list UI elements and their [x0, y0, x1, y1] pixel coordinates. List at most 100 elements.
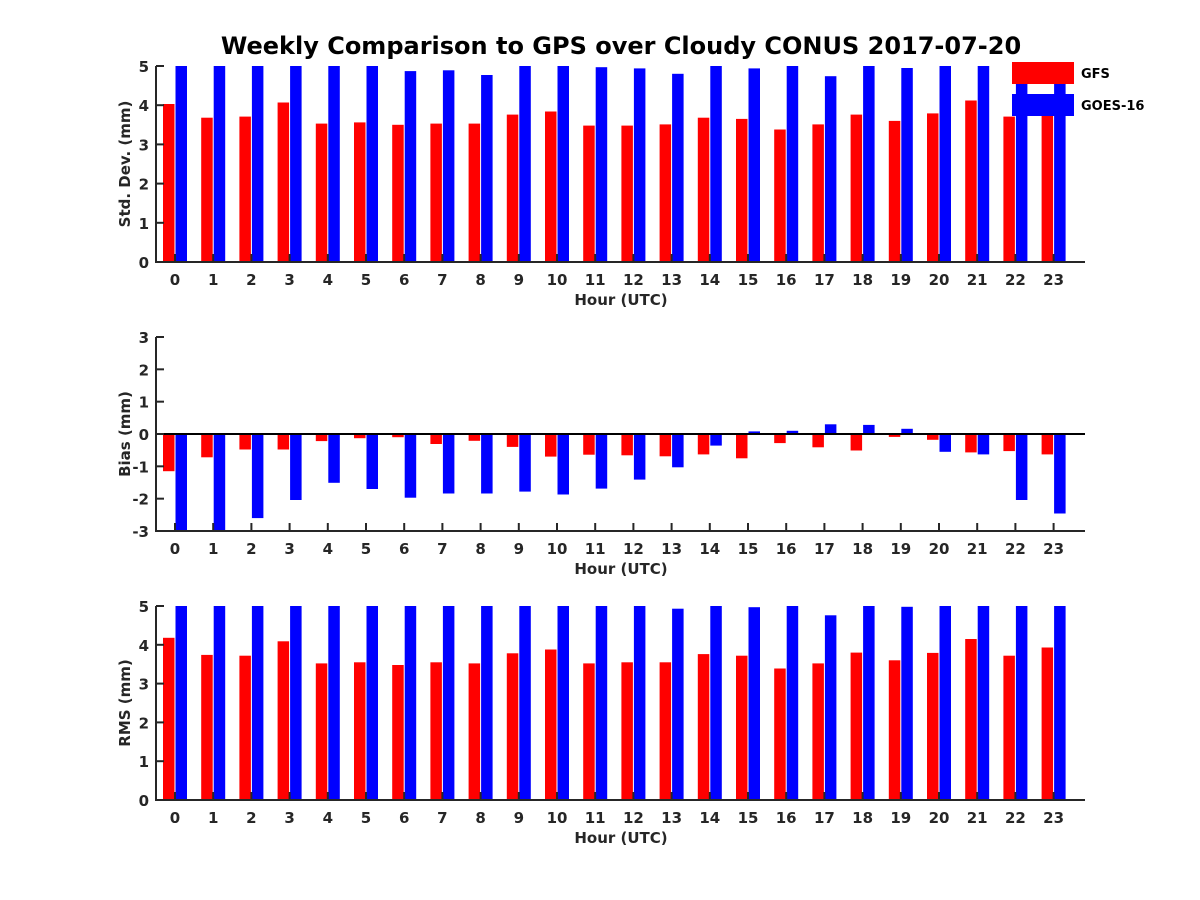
bar-goes-16-hour-15 [748, 68, 760, 263]
bar-goes-16-hour-10 [557, 434, 569, 495]
bar-goes-16-hour-9 [519, 434, 531, 492]
legend-label: GOES-16 [1081, 99, 1144, 114]
bar-gfs-hour-22 [1003, 655, 1015, 800]
x-tick-label: 17 [814, 540, 835, 558]
bar-gfs-hour-0 [163, 637, 175, 800]
bar-goes-16-hour-9 [519, 66, 531, 262]
bar-gfs-hour-17 [812, 663, 824, 800]
bar-gfs-hour-1 [201, 117, 213, 262]
legend-swatch-gfs [1012, 62, 1074, 84]
bar-goes-16-hour-8 [481, 606, 493, 800]
x-tick-label: 5 [361, 809, 371, 827]
bar-goes-16-hour-17 [824, 615, 837, 800]
bar-gfs-hour-17 [812, 124, 824, 263]
bar-gfs-hour-2 [239, 434, 251, 450]
bar-goes-16-hour-13 [672, 73, 684, 262]
bar-goes-16-hour-20 [939, 606, 951, 800]
x-tick-label: 1 [208, 540, 218, 558]
x-tick-label: 4 [323, 809, 333, 827]
bar-gfs-hour-4 [315, 663, 328, 800]
bar-goes-16-hour-1 [213, 66, 226, 262]
bar-gfs-hour-5 [354, 434, 366, 439]
x-tick-label: 6 [399, 809, 409, 827]
bar-goes-16-hour-12 [633, 68, 646, 263]
bar-gfs-hour-16 [774, 668, 786, 800]
bar-goes-16-hour-20 [939, 434, 951, 452]
y-tick-label: 0 [139, 254, 149, 272]
bar-gfs-hour-20 [927, 113, 939, 263]
bar-gfs-hour-10 [545, 111, 557, 262]
bar-goes-16-hour-13 [672, 434, 684, 468]
bar-gfs-hour-14 [697, 654, 710, 800]
bar-gfs-hour-0 [163, 434, 175, 472]
x-tick-label: 0 [170, 540, 180, 558]
bar-gfs-hour-3 [277, 102, 290, 262]
x-tick-label: 19 [890, 809, 911, 827]
bar-goes-16-hour-13 [672, 608, 684, 800]
x-tick-label: 14 [699, 809, 720, 827]
x-tick-label: 21 [967, 540, 988, 558]
x-tick-label: 18 [852, 271, 873, 289]
bar-goes-16-hour-0 [175, 434, 187, 531]
x-tick-label: 16 [776, 540, 797, 558]
bar-gfs-hour-7 [430, 662, 442, 800]
bar-gfs-hour-21 [965, 100, 977, 262]
x-axis-label: Hour (UTC) [574, 560, 667, 578]
bar-goes-16-hour-7 [442, 606, 455, 800]
bar-goes-16-hour-23 [1054, 434, 1066, 514]
bar-goes-16-hour-23 [1054, 606, 1066, 800]
bar-gfs-hour-13 [659, 124, 672, 263]
y-tick-label: 3 [139, 329, 149, 347]
y-tick-label: 1 [139, 394, 149, 412]
x-tick-label: 8 [475, 809, 485, 827]
bar-goes-16-hour-6 [404, 71, 417, 262]
bar-goes-16-hour-18 [863, 606, 875, 800]
bar-gfs-hour-17 [812, 434, 824, 448]
bar-goes-16-hour-2 [251, 66, 264, 262]
x-tick-label: 10 [547, 809, 568, 827]
x-tick-label: 12 [623, 540, 644, 558]
bar-gfs-hour-12 [621, 125, 633, 262]
y-tick-label: -2 [132, 491, 149, 509]
x-tick-label: 7 [437, 271, 447, 289]
bar-goes-16-hour-11 [595, 67, 608, 262]
bar-goes-16-hour-10 [557, 606, 569, 800]
bar-gfs-hour-18 [850, 114, 863, 262]
bar-gfs-hour-19 [888, 660, 901, 800]
bar-goes-16-hour-18 [863, 66, 875, 262]
bar-goes-16-hour-21 [977, 606, 990, 800]
bar-goes-16-hour-19 [901, 428, 913, 434]
bar-gfs-hour-9 [506, 653, 519, 800]
x-tick-label: 10 [547, 540, 568, 558]
x-tick-label: 2 [246, 809, 256, 827]
y-tick-label: 1 [139, 753, 149, 771]
x-tick-label: 9 [514, 809, 524, 827]
x-tick-label: 22 [1005, 271, 1026, 289]
x-tick-label: 17 [814, 809, 835, 827]
bar-goes-16-hour-22 [1015, 434, 1028, 500]
bar-goes-16-hour-16 [786, 606, 799, 800]
bar-goes-16-hour-16 [786, 430, 799, 434]
x-tick-label: 16 [776, 271, 797, 289]
bar-goes-16-hour-8 [481, 434, 493, 494]
bar-goes-16-hour-23 [1054, 66, 1066, 262]
x-tick-label: 22 [1005, 540, 1026, 558]
bar-gfs-hour-4 [315, 123, 328, 262]
x-tick-label: 18 [852, 540, 873, 558]
bar-gfs-hour-15 [736, 655, 748, 800]
y-tick-label: 2 [139, 714, 149, 732]
x-tick-label: 18 [852, 809, 873, 827]
bar-goes-16-hour-3 [290, 434, 302, 500]
x-tick-label: 13 [661, 271, 682, 289]
x-tick-label: 11 [585, 271, 606, 289]
x-tick-label: 0 [170, 809, 180, 827]
x-tick-label: 7 [437, 809, 447, 827]
y-axis-label: Std. Dev. (mm) [116, 101, 134, 228]
y-tick-label: 5 [139, 58, 149, 76]
bar-gfs-hour-1 [201, 434, 213, 458]
bar-gfs-hour-18 [850, 434, 863, 451]
x-tick-label: 5 [361, 540, 371, 558]
bar-gfs-hour-5 [354, 662, 366, 800]
bar-goes-16-hour-14 [710, 66, 722, 262]
bar-goes-16-hour-17 [824, 76, 837, 262]
